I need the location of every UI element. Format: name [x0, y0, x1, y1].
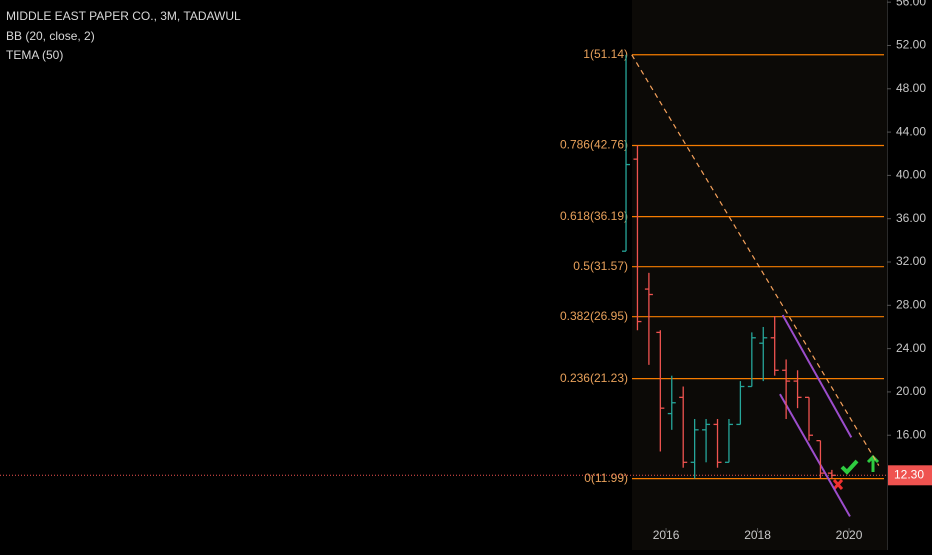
x-tick-label: 2018 — [744, 528, 771, 542]
y-tick-label: 16.00 — [896, 427, 926, 441]
last-price-badge — [888, 465, 932, 486]
trend-line — [779, 393, 851, 517]
cross-icon — [832, 479, 844, 490]
fib-label: 0(11.99) — [584, 471, 628, 485]
y-tick-label: 24.00 — [896, 341, 926, 355]
y-tick-label: 44.00 — [896, 124, 926, 138]
drawing-range-shade — [632, 0, 887, 550]
chart-title: MIDDLE EAST PAPER CO., 3M, TADAWUL — [6, 9, 241, 23]
fib-label: 0.786(42.76) — [560, 138, 628, 152]
y-tick-label: 40.00 — [896, 168, 926, 182]
fib-label: 0.618(36.19) — [560, 209, 628, 223]
check-icon — [840, 459, 859, 475]
x-tick-label: 2016 — [653, 528, 680, 542]
indicator-label: TEMA (50) — [6, 48, 63, 62]
last-price-label: 12.30 — [894, 467, 924, 481]
x-tick-label: 2020 — [836, 528, 863, 542]
y-tick-label: 36.00 — [896, 211, 926, 225]
y-tick-label: 32.00 — [896, 254, 926, 268]
fib-label: 0.5(31.57) — [573, 259, 628, 273]
fib-label: 1(51.14) — [583, 47, 628, 61]
fib-label: 0.382(26.95) — [560, 309, 628, 323]
fib-label: 0.236(21.23) — [560, 371, 628, 385]
y-tick-label: 20.00 — [896, 384, 926, 398]
trend-line — [781, 314, 853, 438]
indicator-label: BB (20, close, 2) — [6, 29, 95, 43]
y-tick-label: 52.00 — [896, 38, 926, 52]
y-tick-label: 48.00 — [896, 81, 926, 95]
y-tick-label: 56.00 — [896, 0, 926, 8]
y-tick-label: 28.00 — [896, 297, 926, 311]
trend-line — [631, 54, 880, 466]
